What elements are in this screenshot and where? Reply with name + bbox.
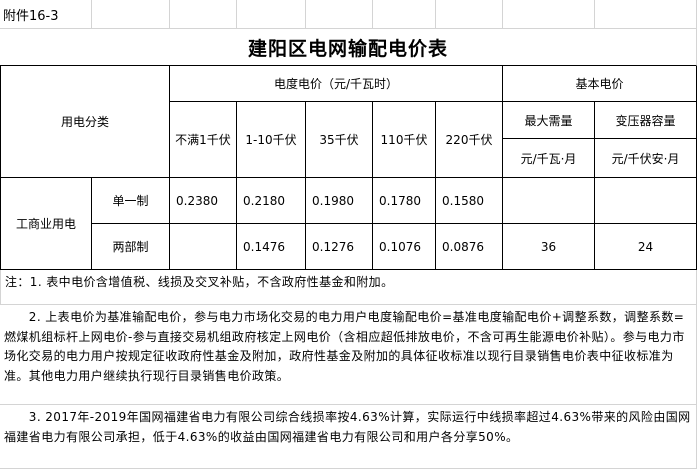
transformer-unit: 元/千伏安·月 [595, 139, 697, 178]
category-header: 用电分类 [0, 66, 170, 178]
max-demand-unit: 元/千瓦·月 [503, 139, 595, 178]
voltage-header: 110千伏 [373, 102, 436, 178]
empty-cell [595, 0, 697, 29]
empty-cell [170, 0, 237, 29]
price-cell: 0.1980 [306, 178, 373, 224]
basic-price-header: 基本电价 [503, 66, 697, 102]
price-cell: 24 [595, 224, 697, 270]
empty-cell [373, 0, 436, 29]
price-cell: 0.1276 [306, 224, 373, 270]
voltage-header: 1-10千伏 [237, 102, 306, 178]
empty-cell [237, 0, 306, 29]
transformer-capacity-header: 变压器容量 [595, 102, 697, 139]
empty-cell [306, 0, 373, 29]
price-cell [170, 224, 237, 270]
attachment-label: 附件16-3 [0, 0, 92, 29]
energy-price-header: 电度电价（元/千瓦时） [170, 66, 503, 102]
price-cell: 36 [503, 224, 595, 270]
price-cell: 0.1076 [373, 224, 436, 270]
price-cell [503, 178, 595, 224]
empty-cell [503, 0, 595, 29]
empty-cell [436, 0, 503, 29]
price-cell: 0.1780 [373, 178, 436, 224]
price-cell: 0.1580 [436, 178, 503, 224]
max-demand-header: 最大需量 [503, 102, 595, 139]
price-cell: 0.0876 [436, 224, 503, 270]
voltage-header: 220千伏 [436, 102, 503, 178]
empty-cell [92, 0, 170, 29]
price-cell [595, 178, 697, 224]
note-3: 3. 2017年-2019年国网福建省电力有限公司综合线损率按4.63%计算，实… [0, 405, 697, 469]
price-cell: 0.1476 [237, 224, 306, 270]
note-2: 2. 上表电价为基准输配电价，参与电力市场化交易的电力用户电度输配电价=基准电度… [0, 305, 697, 405]
voltage-header: 35千伏 [306, 102, 373, 178]
price-cell: 0.2180 [237, 178, 306, 224]
page-title: 建阳区电网输配电价表 [0, 29, 697, 66]
group-label: 工商业用电 [0, 178, 92, 270]
row-label-two-part: 两部制 [92, 224, 170, 270]
note-1: 注：1. 表中电价含增值税、线损及交叉补贴，不含政府性基金和附加。 [0, 270, 697, 305]
voltage-header: 不满1千伏 [170, 102, 237, 178]
row-label-single: 单一制 [92, 178, 170, 224]
price-cell: 0.2380 [170, 178, 237, 224]
